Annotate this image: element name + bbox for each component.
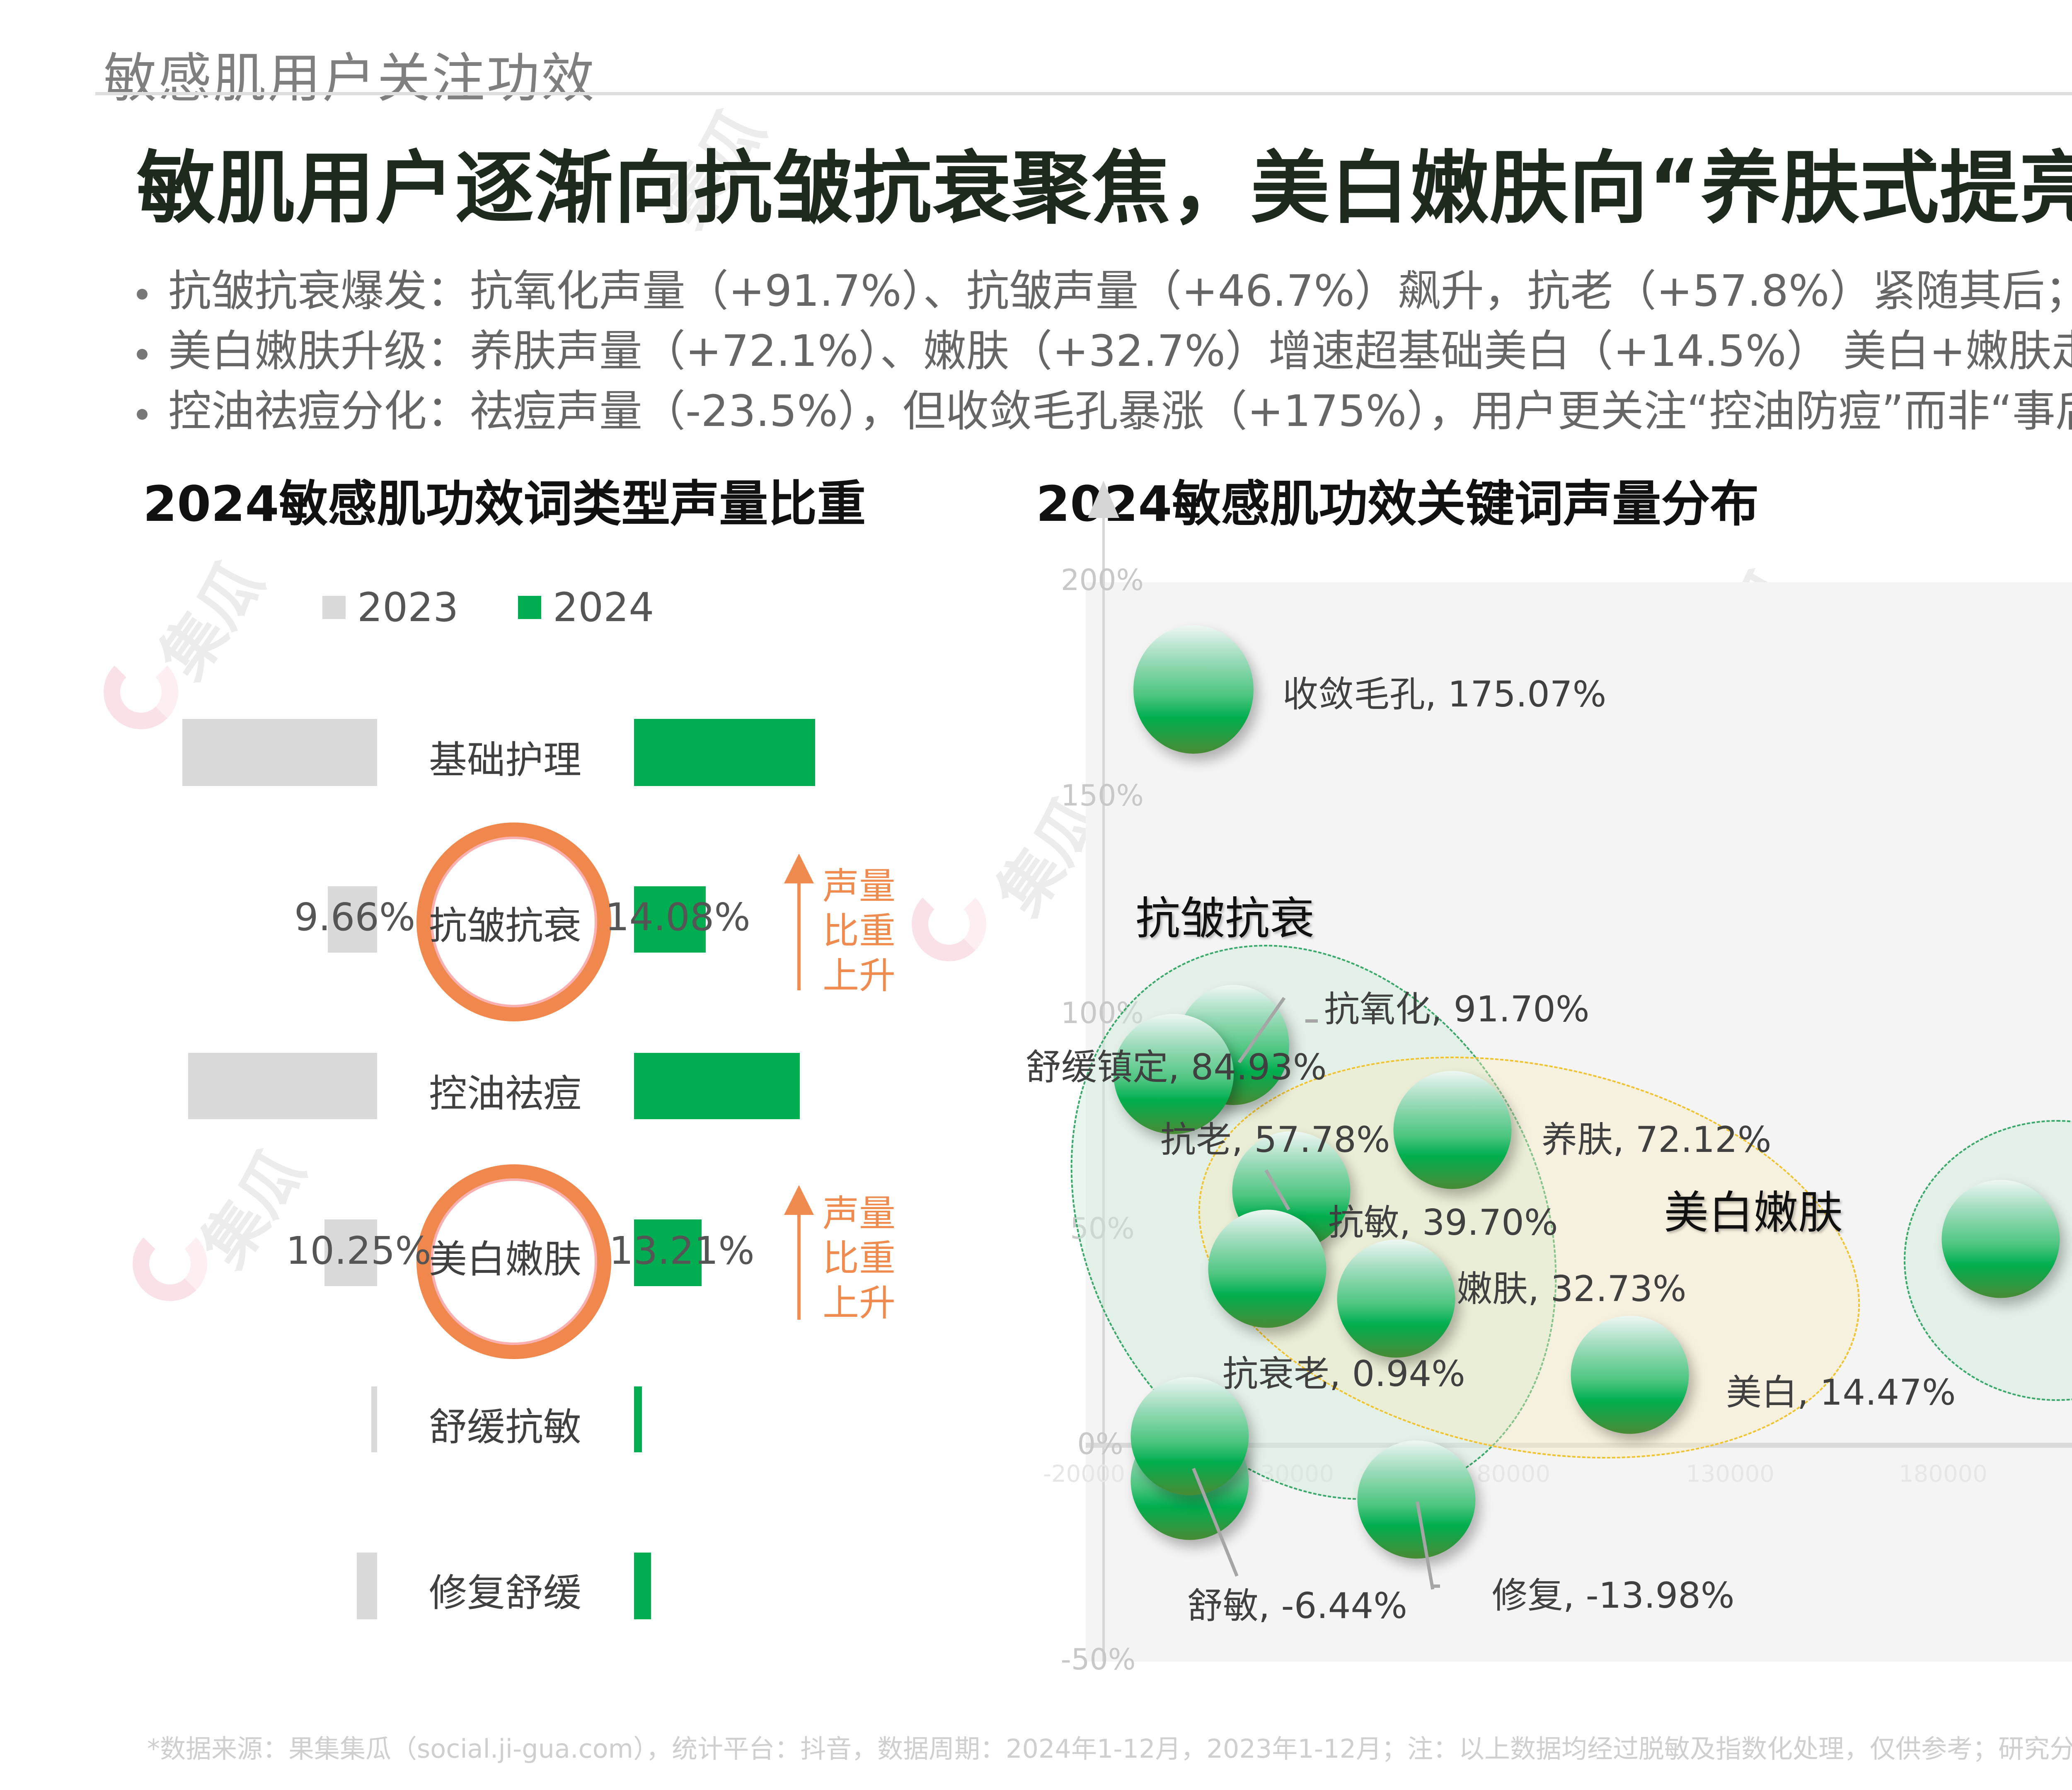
category-label: 控油祛痘 xyxy=(428,1072,582,1116)
data-source-footnote: *数据来源：果集集瓜（social.ji-gua.com），统计平台：抖音，数据… xyxy=(147,1734,2072,1764)
bar-2024-oil-control xyxy=(634,1053,800,1119)
bubble-anti-sensitive[interactable] xyxy=(1208,1209,1326,1328)
bar-2024-anti-wrinkle xyxy=(634,886,706,953)
bar-2024-soothing xyxy=(634,1386,642,1452)
bar-2023-basic-care xyxy=(182,719,377,786)
bubble-repair[interactable] xyxy=(1357,1440,1476,1559)
legend-swatch-2024 xyxy=(518,596,541,619)
plot-area xyxy=(1086,582,2072,1662)
header-divider xyxy=(95,92,2072,95)
category-label: 修复舒缓 xyxy=(428,1571,582,1615)
y-tick: -50% xyxy=(1060,1642,1136,1676)
summary-bullets: 抗皱抗衰爆发：抗氧化声量（+91.7%）、抗皱声量（+46.7%）飙升，抗老（+… xyxy=(137,261,2072,441)
value-2024: 13.21% xyxy=(609,1229,755,1273)
y-tick: 0% xyxy=(1077,1427,1123,1461)
bullet-text: 抗皱抗衰爆发：抗氧化声量（+91.7%）、抗皱声量（+46.7%）飙升，抗老（+… xyxy=(168,266,2072,316)
bubble-label: 抗老, 57.78% xyxy=(1160,1119,1390,1161)
bubble-anti-wrinkle[interactable] xyxy=(1941,1180,2060,1298)
y-tick: 100% xyxy=(1060,996,1144,1030)
right-chart-title: 2024敏感肌功效关键词声量分布 xyxy=(1036,475,1759,532)
y-axis xyxy=(1102,514,1105,1662)
bar-2023-repair xyxy=(357,1553,377,1619)
y-axis-arrow-icon xyxy=(1088,481,1119,518)
bullet-item: 美白嫩肤升级：养肤声量（+72.1%）、嫩肤（+32.7%）增速超基础美白（+1… xyxy=(137,321,2072,381)
bubble-label: 收敛毛孔, 175.07% xyxy=(1283,674,1607,715)
bullet-dot-icon xyxy=(137,288,148,300)
x-tick: -20000 xyxy=(1043,1461,1126,1488)
bubble-label: 养肤, 72.12% xyxy=(1542,1119,1772,1161)
x-tick: 180000 xyxy=(1899,1461,1987,1488)
bar-2024-basic-care xyxy=(634,719,815,786)
bullet-dot-icon xyxy=(137,409,148,420)
value-2023: 9.66% xyxy=(294,895,416,939)
bubble-label: 舒敏, -6.44% xyxy=(1187,1585,1407,1627)
bubble-label: 修复, -13.98% xyxy=(1492,1575,1735,1616)
group-label-anti-aging: 抗皱抗衰 xyxy=(1135,893,1315,945)
watermark-logo-icon xyxy=(104,655,178,729)
rise-annotation: 声量 比重 上升 xyxy=(823,1192,896,1324)
rise-annotation: 声量 比重 上升 xyxy=(823,865,896,997)
bar-2024-whitening xyxy=(634,1219,702,1286)
legend-label: 2023 xyxy=(357,584,459,631)
arrow-line xyxy=(797,1210,801,1320)
bubble-label: 抗敏, 39.70% xyxy=(1328,1202,1558,1243)
legend-label: 2024 xyxy=(553,584,654,631)
bullet-text: 美白嫩肤升级：养肤声量（+72.1%）、嫩肤（+32.7%）增速超基础美白（+1… xyxy=(168,326,2072,376)
bar-2023-oil-control xyxy=(188,1053,377,1119)
legend-item-2024: 2024 xyxy=(518,584,654,631)
zero-baseline xyxy=(1086,1443,2072,1448)
value-2023: 10.25% xyxy=(286,1229,431,1273)
bubble-pore-shrinking[interactable] xyxy=(1133,625,1254,754)
page-headline: 敏肌用户逐渐向抗皱抗衰聚焦，美白嫩肤向“养肤式提亮”升级转变 xyxy=(137,143,2072,234)
bubble-label: 舒缓镇定, 84.93% xyxy=(1026,1047,1327,1088)
bullet-item: 控油祛痘分化：祛痘声量（-23.5%），但收敛毛孔暴涨（+175%），用户更关注… xyxy=(137,381,2072,441)
arrow-line xyxy=(797,878,801,990)
bubble-tender-skin[interactable] xyxy=(1337,1239,1455,1358)
x-tick: 130000 xyxy=(1686,1461,1774,1488)
bullet-dot-icon xyxy=(137,348,148,360)
bar-2023-anti-wrinkle xyxy=(328,886,377,953)
leader-line xyxy=(1305,1019,1318,1023)
group-label-whitening: 美白嫩肤 xyxy=(1664,1187,1843,1239)
x-tick: 80000 xyxy=(1476,1461,1551,1488)
bubble-whitening[interactable] xyxy=(1571,1316,1689,1434)
category-label: 基础护理 xyxy=(428,738,582,782)
bubble-soothing-calm[interactable] xyxy=(1113,1014,1234,1134)
bubble-skin-nourish[interactable] xyxy=(1393,1071,1512,1189)
y-tick: 150% xyxy=(1060,779,1144,813)
y-tick: 50% xyxy=(1070,1212,1135,1246)
bubble-label: 嫩肤, 32.73% xyxy=(1457,1268,1687,1310)
leader-line xyxy=(1432,1584,1440,1588)
bar-2023-whitening xyxy=(324,1219,377,1286)
section-title: 敏感肌用户关注功效 xyxy=(104,48,596,109)
bubble-label: 抗衰老, 0.94% xyxy=(1222,1353,1465,1395)
watermark-logo-icon xyxy=(912,887,986,961)
x-tick: 30000 xyxy=(1260,1461,1334,1488)
value-2024: 14.08% xyxy=(605,895,750,939)
bubble-anti-senescence[interactable] xyxy=(1130,1377,1249,1495)
bullet-item: 抗皱抗衰爆发：抗氧化声量（+91.7%）、抗皱声量（+46.7%）飙升，抗老（+… xyxy=(137,261,2072,321)
y-tick: 200% xyxy=(1060,563,1144,597)
category-label: 抗皱抗衰 xyxy=(428,904,582,948)
bullet-text: 控油祛痘分化：祛痘声量（-23.5%），但收敛毛孔暴涨（+175%），用户更关注… xyxy=(168,386,2072,436)
legend-swatch-2023 xyxy=(322,596,346,619)
bar-2024-repair xyxy=(634,1553,651,1619)
bubble-label: 抗氧化, 91.70% xyxy=(1324,989,1590,1030)
left-chart-title: 2024敏感肌功效词类型声量比重 xyxy=(143,475,866,532)
bubble-label: 美白, 14.47% xyxy=(1726,1372,1956,1413)
watermark-logo-icon xyxy=(133,1226,207,1301)
category-label: 美白嫩肤 xyxy=(428,1237,582,1282)
category-label: 舒缓抗敏 xyxy=(428,1405,582,1449)
legend-item-2023: 2023 xyxy=(322,584,458,631)
bar-2023-soothing xyxy=(371,1386,377,1452)
